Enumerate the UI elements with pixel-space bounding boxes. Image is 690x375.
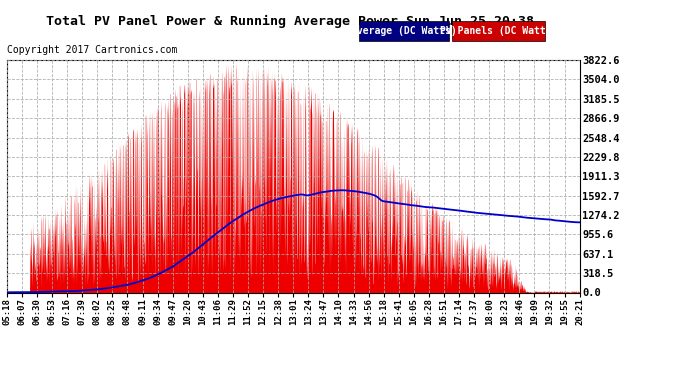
Text: Copyright 2017 Cartronics.com: Copyright 2017 Cartronics.com <box>7 45 177 55</box>
Text: PV Panels (DC Watts): PV Panels (DC Watts) <box>440 26 558 36</box>
Text: Total PV Panel Power & Running Average Power Sun Jun 25 20:38: Total PV Panel Power & Running Average P… <box>46 15 534 28</box>
Text: Average (DC Watts): Average (DC Watts) <box>351 26 457 36</box>
